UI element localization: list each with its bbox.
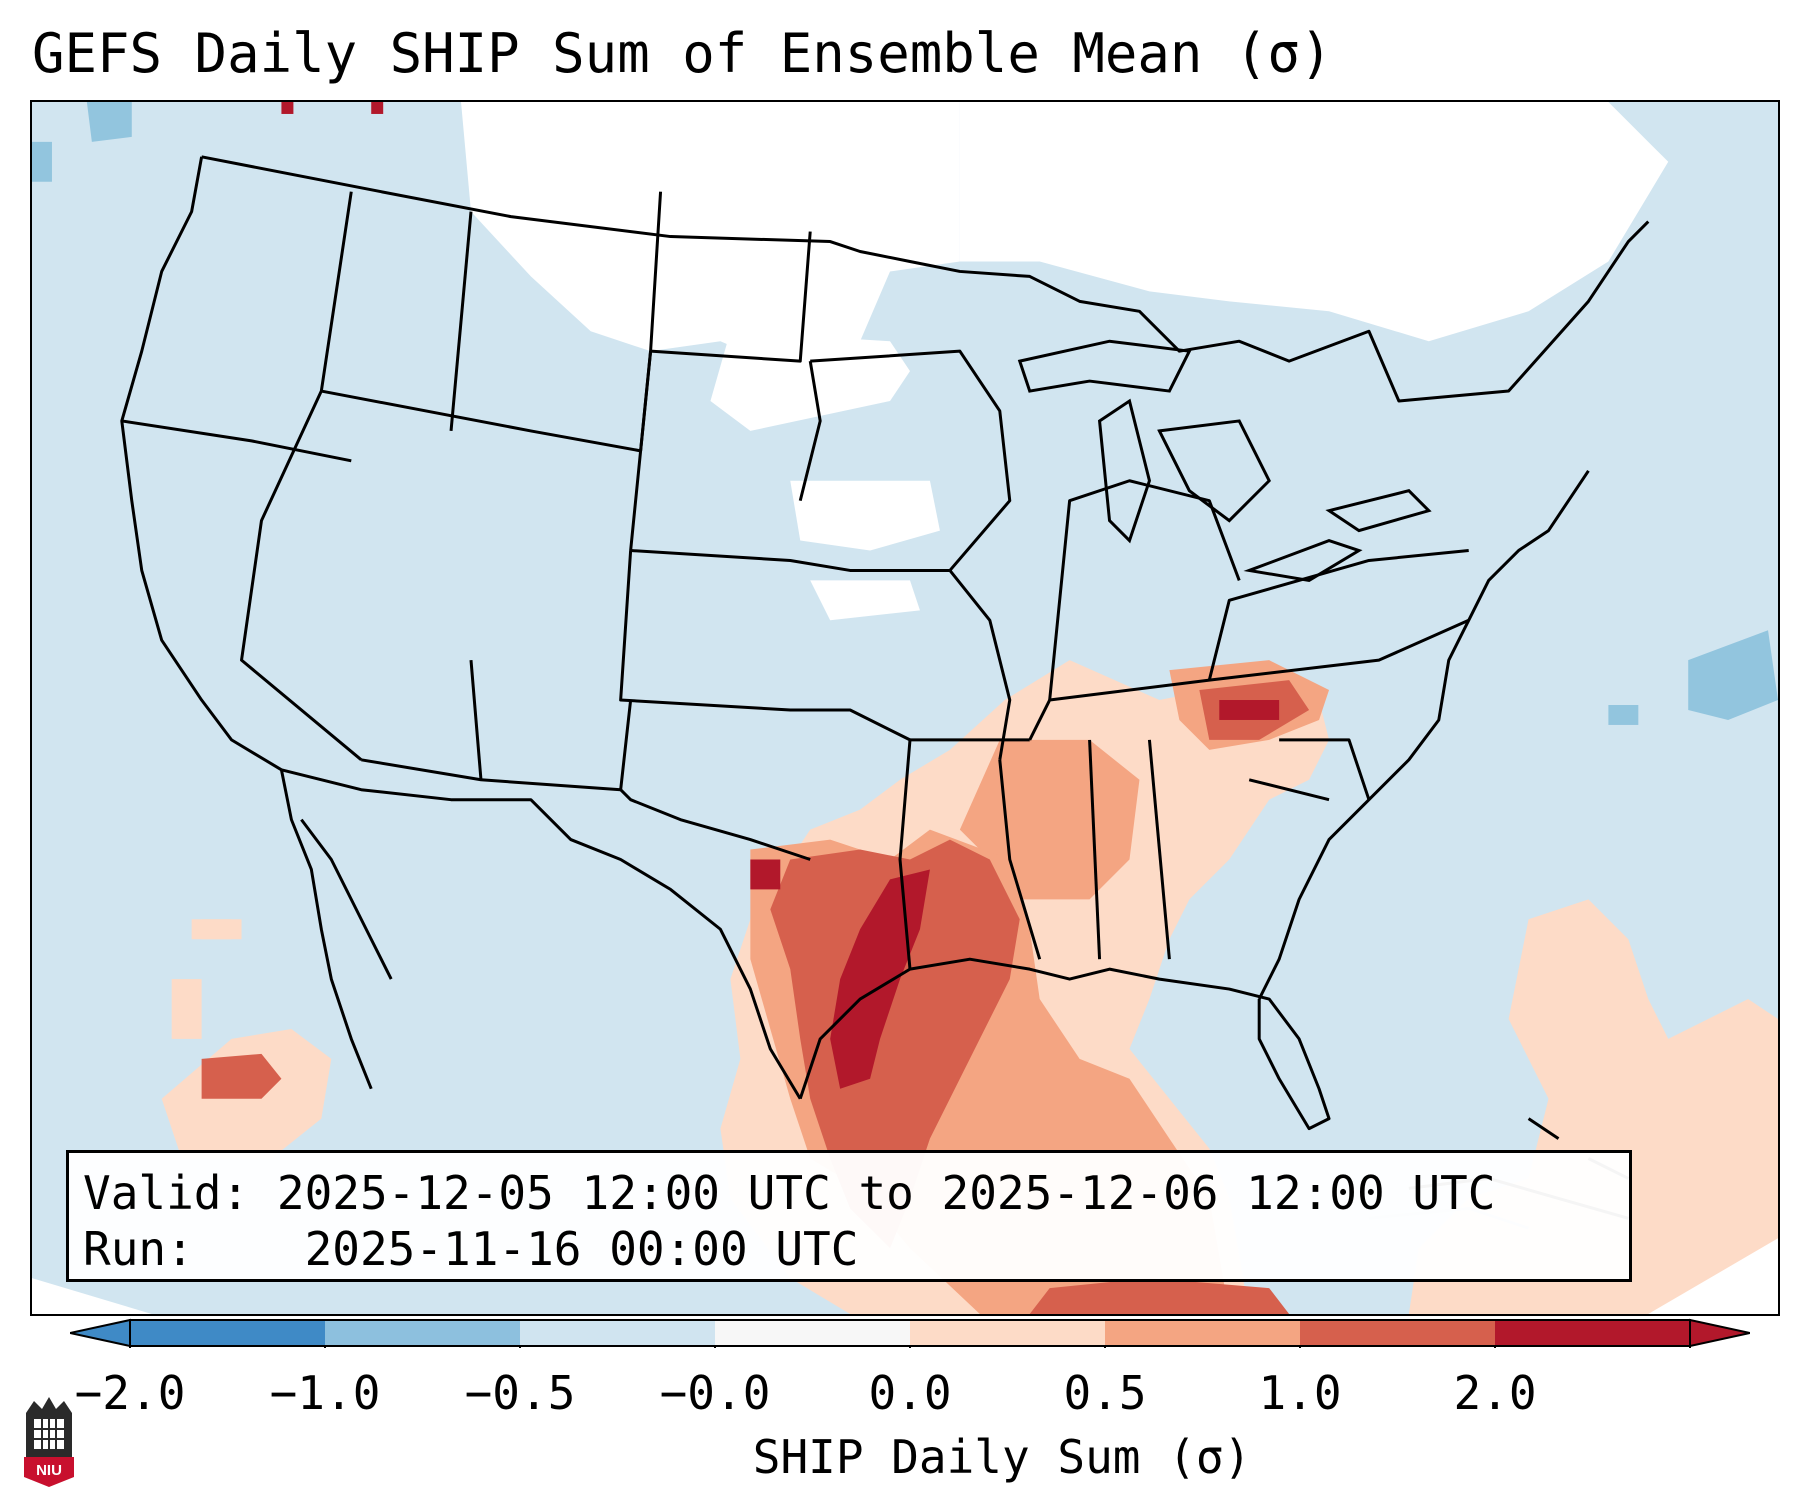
map-canvas bbox=[32, 102, 1778, 1314]
colorbar-tick-label: −1.0 bbox=[269, 1366, 381, 1420]
valid-value: 2025-12-05 12:00 UTC to 2025-12-06 12:00… bbox=[276, 1166, 1496, 1220]
colorbar bbox=[70, 1318, 1750, 1348]
colorbar-tick-label: 0.5 bbox=[1063, 1366, 1147, 1420]
run-value: 2025-11-16 00:00 UTC bbox=[304, 1222, 859, 1276]
map-panel bbox=[30, 100, 1780, 1316]
colorbar-segment bbox=[1105, 1320, 1300, 1346]
colorbar-segment bbox=[910, 1320, 1105, 1346]
colorbar-tick-label: −0.0 bbox=[659, 1366, 771, 1420]
colorbar-segment bbox=[715, 1320, 910, 1346]
valid-line: Valid: 2025-12-05 12:00 UTC to 2025-12-0… bbox=[83, 1165, 1615, 1221]
colorbar-label: SHIP Daily Sum (σ) bbox=[752, 1430, 1252, 1484]
map-title: GEFS Daily SHIP Sum of Ensemble Mean (σ) bbox=[32, 22, 1333, 85]
colorbar-tick-label: 0.0 bbox=[868, 1366, 952, 1420]
great-lakes bbox=[1017, 339, 1432, 582]
colorbar-segment bbox=[1300, 1320, 1495, 1346]
colorbar-segment bbox=[520, 1320, 715, 1346]
niu-logo: NIU bbox=[24, 1397, 74, 1487]
colorbar-tick-label: −0.5 bbox=[464, 1366, 576, 1420]
negative-patches bbox=[32, 102, 1778, 725]
political-boundaries bbox=[120, 155, 1650, 1131]
colorbar-segment bbox=[325, 1320, 520, 1346]
colorbar-tick-label: 1.0 bbox=[1258, 1366, 1342, 1420]
run-label: Run: bbox=[83, 1222, 194, 1276]
colorbar-tick-label: 2.0 bbox=[1453, 1366, 1537, 1420]
colorbar-extend-max bbox=[1689, 1318, 1750, 1348]
run-line: Run: 2025-11-16 00:00 UTC bbox=[83, 1221, 1615, 1277]
colorbar-tick-label: −2.0 bbox=[74, 1366, 186, 1420]
logo-text: NIU bbox=[36, 1462, 62, 1479]
valid-label: Valid: bbox=[83, 1166, 250, 1220]
colorbar-segment bbox=[130, 1320, 325, 1346]
valid-run-info-box: Valid: 2025-12-05 12:00 UTC to 2025-12-0… bbox=[66, 1150, 1632, 1282]
colorbar-extend-min bbox=[70, 1318, 131, 1348]
colorbar-segment bbox=[1495, 1320, 1690, 1346]
